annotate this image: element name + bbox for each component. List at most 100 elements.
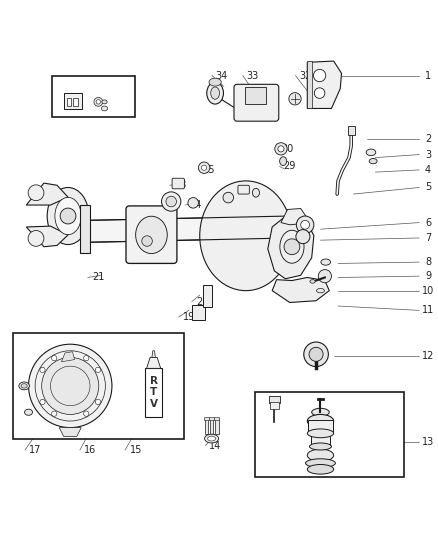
Ellipse shape bbox=[101, 106, 107, 111]
Bar bbox=[268, 397, 279, 402]
Ellipse shape bbox=[208, 78, 221, 86]
Text: 22: 22 bbox=[167, 200, 179, 210]
Bar bbox=[269, 402, 279, 409]
Circle shape bbox=[161, 192, 180, 211]
Ellipse shape bbox=[279, 230, 304, 263]
Ellipse shape bbox=[279, 157, 286, 166]
Text: 35: 35 bbox=[103, 86, 116, 96]
Text: 29: 29 bbox=[283, 161, 295, 172]
Ellipse shape bbox=[204, 434, 218, 443]
Ellipse shape bbox=[19, 382, 29, 390]
Circle shape bbox=[95, 399, 100, 405]
Circle shape bbox=[303, 342, 328, 367]
Text: 26: 26 bbox=[224, 196, 236, 206]
Text: 20: 20 bbox=[195, 297, 208, 306]
Text: 1: 1 bbox=[424, 70, 430, 80]
Circle shape bbox=[300, 221, 309, 229]
Text: 17: 17 bbox=[29, 445, 41, 455]
Circle shape bbox=[277, 146, 283, 152]
Circle shape bbox=[96, 100, 100, 104]
Polygon shape bbox=[307, 61, 311, 108]
Circle shape bbox=[198, 162, 209, 173]
Circle shape bbox=[314, 88, 324, 99]
Bar bbox=[52, 76, 135, 117]
Ellipse shape bbox=[25, 409, 32, 415]
FancyBboxPatch shape bbox=[126, 206, 177, 263]
Polygon shape bbox=[85, 216, 289, 243]
Polygon shape bbox=[280, 208, 307, 225]
Text: 25: 25 bbox=[202, 165, 214, 175]
Circle shape bbox=[83, 356, 88, 361]
Ellipse shape bbox=[207, 436, 215, 441]
Ellipse shape bbox=[47, 188, 88, 245]
Ellipse shape bbox=[252, 188, 259, 197]
Polygon shape bbox=[61, 352, 74, 362]
Bar bbox=[203, 417, 208, 420]
Circle shape bbox=[28, 344, 112, 427]
Text: 21: 21 bbox=[92, 272, 105, 282]
Polygon shape bbox=[26, 226, 68, 247]
Text: 13: 13 bbox=[421, 437, 433, 447]
Circle shape bbox=[40, 399, 45, 405]
Circle shape bbox=[42, 357, 99, 415]
Circle shape bbox=[28, 185, 44, 200]
Circle shape bbox=[223, 192, 233, 203]
Circle shape bbox=[283, 239, 299, 255]
Text: 32: 32 bbox=[298, 70, 311, 80]
Text: 7: 7 bbox=[424, 233, 430, 243]
Polygon shape bbox=[59, 427, 81, 437]
Bar bbox=[310, 432, 329, 447]
Ellipse shape bbox=[309, 280, 314, 283]
Ellipse shape bbox=[307, 415, 333, 427]
Ellipse shape bbox=[307, 449, 333, 462]
Ellipse shape bbox=[135, 216, 167, 254]
Ellipse shape bbox=[307, 429, 333, 438]
Bar bbox=[347, 126, 354, 135]
Text: 24: 24 bbox=[189, 200, 201, 210]
FancyBboxPatch shape bbox=[172, 178, 184, 189]
Text: 34: 34 bbox=[215, 70, 227, 80]
Bar bbox=[209, 419, 213, 434]
Text: 12: 12 bbox=[421, 351, 433, 361]
Circle shape bbox=[295, 230, 309, 244]
Bar bbox=[208, 417, 214, 420]
Polygon shape bbox=[146, 357, 160, 368]
Text: 19: 19 bbox=[182, 312, 194, 322]
Ellipse shape bbox=[199, 181, 291, 290]
Ellipse shape bbox=[307, 464, 333, 474]
Circle shape bbox=[141, 236, 152, 246]
Bar bbox=[192, 305, 204, 320]
Text: 14: 14 bbox=[208, 441, 221, 450]
Bar bbox=[244, 87, 265, 104]
Text: R
T
V: R T V bbox=[149, 376, 157, 409]
Bar bbox=[73, 99, 78, 106]
FancyBboxPatch shape bbox=[233, 84, 278, 121]
Circle shape bbox=[288, 93, 300, 105]
Ellipse shape bbox=[55, 197, 81, 235]
Circle shape bbox=[274, 143, 286, 155]
Circle shape bbox=[201, 165, 206, 171]
Circle shape bbox=[166, 196, 176, 207]
Text: 18: 18 bbox=[92, 365, 105, 375]
Bar bbox=[214, 417, 219, 420]
Circle shape bbox=[308, 348, 322, 361]
Bar bbox=[67, 99, 71, 106]
Circle shape bbox=[28, 230, 44, 246]
Polygon shape bbox=[152, 351, 155, 357]
Ellipse shape bbox=[316, 288, 324, 293]
Bar bbox=[215, 419, 218, 434]
Text: 31: 31 bbox=[318, 70, 330, 80]
Text: 8: 8 bbox=[424, 257, 430, 267]
Text: 10: 10 bbox=[421, 286, 433, 296]
Ellipse shape bbox=[365, 149, 375, 156]
Ellipse shape bbox=[311, 408, 328, 416]
Circle shape bbox=[95, 367, 100, 373]
Circle shape bbox=[40, 367, 45, 373]
Circle shape bbox=[52, 356, 57, 361]
Circle shape bbox=[83, 411, 88, 416]
Ellipse shape bbox=[305, 459, 335, 467]
Text: 16: 16 bbox=[84, 445, 96, 455]
Bar bbox=[204, 419, 208, 434]
Bar bbox=[145, 368, 162, 417]
Bar bbox=[254, 392, 403, 477]
